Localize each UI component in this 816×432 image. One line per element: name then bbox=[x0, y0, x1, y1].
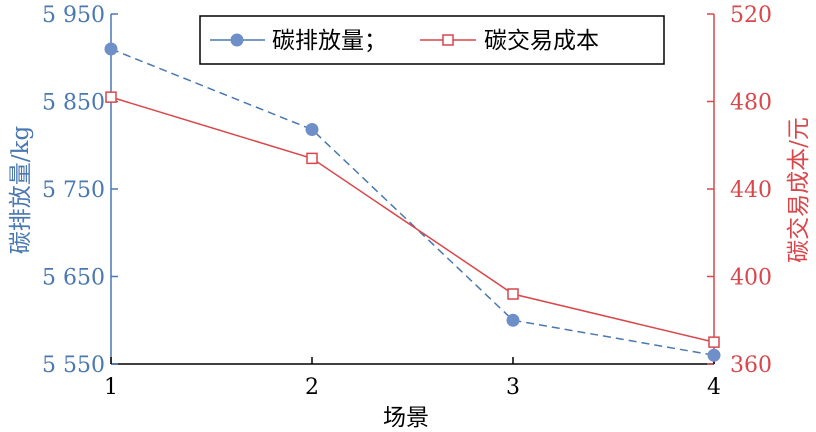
data-point-1 bbox=[306, 152, 318, 165]
right-tick-label: 400 bbox=[730, 266, 772, 291]
legend: 碳排放量； 碳交易成本 bbox=[199, 15, 665, 65]
left-tick-label: 5 750 bbox=[42, 178, 105, 203]
x-axis-label: 场景 bbox=[383, 405, 429, 431]
x-tick-label: 1 bbox=[104, 375, 118, 400]
left-tick-label: 5 850 bbox=[42, 91, 105, 116]
right-tick-label: 520 bbox=[730, 3, 772, 28]
left-axis-ticks: 5 550 5 650 5 750 5 850 5 950 bbox=[42, 3, 118, 378]
x-axis-ticks: 1 2 3 4 bbox=[104, 357, 721, 400]
legend-marker-cost bbox=[442, 34, 454, 46]
data-point-0 bbox=[707, 348, 721, 362]
x-tick-label: 2 bbox=[305, 375, 319, 400]
x-tick-label: 4 bbox=[707, 375, 721, 400]
data-point-1 bbox=[105, 91, 117, 103]
data-point-1 bbox=[507, 288, 519, 300]
data-point-1 bbox=[708, 336, 720, 348]
right-tick-label: 440 bbox=[730, 178, 772, 203]
left-axis-label: 碳排放量/kg bbox=[8, 126, 34, 255]
plot-frame bbox=[110, 14, 715, 365]
right-tick-label: 360 bbox=[730, 353, 772, 378]
legend-marker-emission bbox=[230, 33, 244, 47]
right-axis-label: 碳交易成本/元 bbox=[786, 117, 812, 263]
left-tick-label: 5 650 bbox=[42, 266, 105, 291]
series-line-1 bbox=[110, 96, 715, 343]
left-tick-label: 5 550 bbox=[42, 353, 105, 378]
series-line-0 bbox=[110, 48, 715, 356]
legend-label-cost: 碳交易成本 bbox=[484, 28, 599, 54]
data-point-0 bbox=[506, 313, 520, 327]
right-axis-ticks: 360 400 440 480 520 bbox=[707, 3, 772, 378]
data-point-0 bbox=[305, 123, 319, 136]
x-tick-label: 3 bbox=[506, 375, 520, 400]
left-tick-label: 5 950 bbox=[42, 3, 105, 28]
data-point-0 bbox=[104, 42, 118, 56]
legend-label-emission: 碳排放量； bbox=[272, 28, 387, 54]
series-layer bbox=[104, 42, 721, 362]
right-tick-label: 480 bbox=[730, 91, 772, 116]
